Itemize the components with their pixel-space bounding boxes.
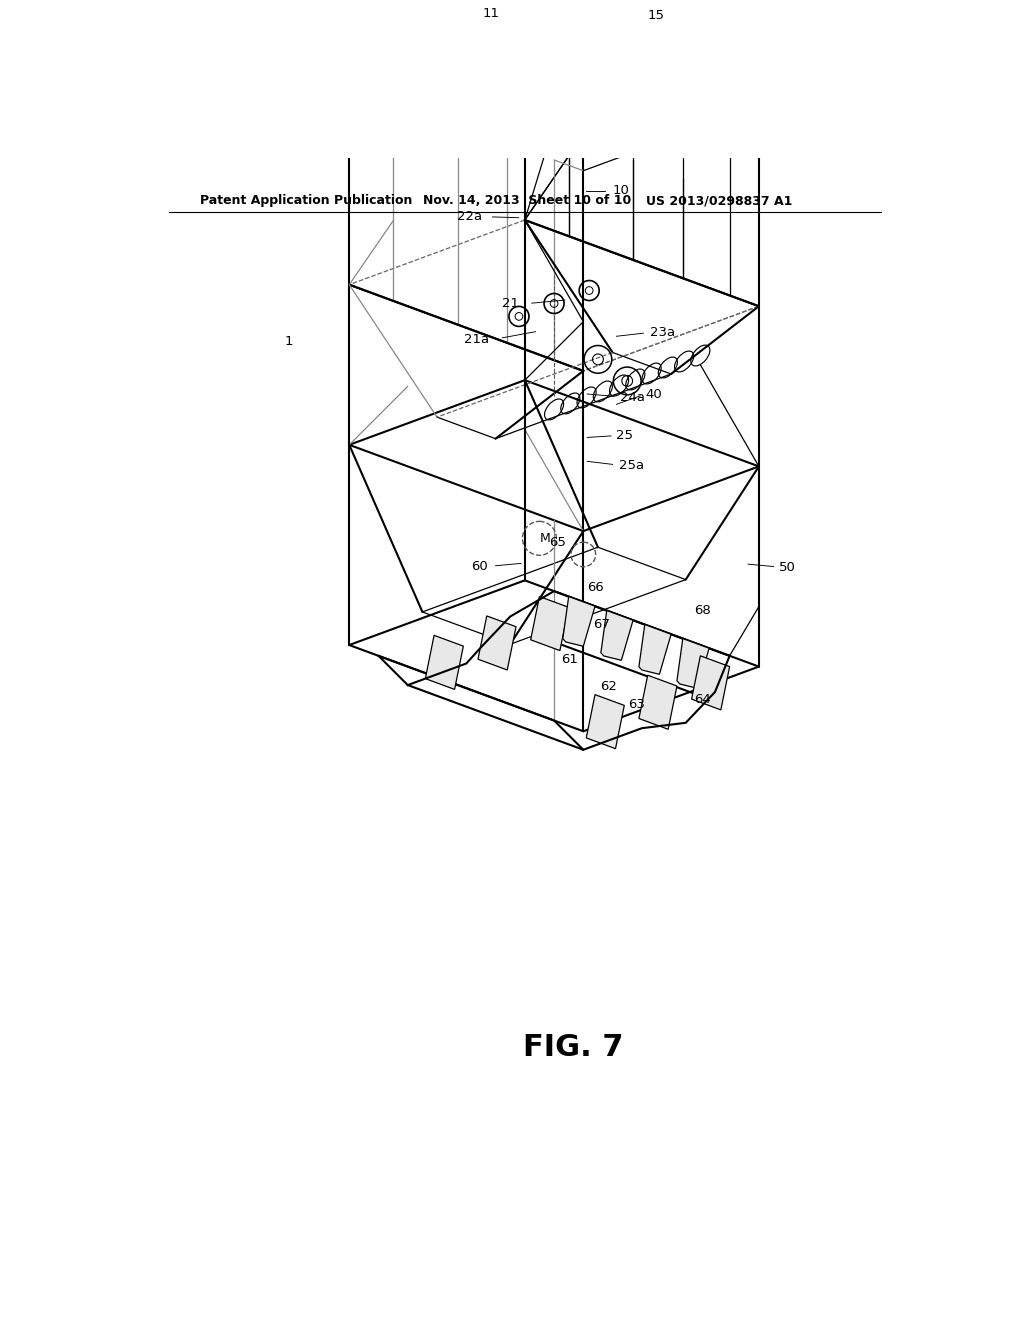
Polygon shape	[691, 656, 730, 710]
Polygon shape	[530, 597, 568, 651]
Text: Nov. 14, 2013  Sheet 10 of 10: Nov. 14, 2013 Sheet 10 of 10	[423, 194, 632, 207]
Text: 24a: 24a	[621, 391, 645, 404]
Text: US 2013/0298837 A1: US 2013/0298837 A1	[646, 194, 793, 207]
Polygon shape	[478, 616, 516, 671]
Text: 65: 65	[549, 536, 565, 549]
Text: 21: 21	[502, 297, 518, 310]
Text: 23a: 23a	[649, 326, 675, 339]
Polygon shape	[639, 624, 671, 675]
Text: 67: 67	[593, 618, 610, 631]
Text: 15: 15	[648, 9, 665, 22]
Text: 11: 11	[482, 7, 500, 20]
Text: 1: 1	[284, 335, 293, 348]
Text: FIG. 7: FIG. 7	[523, 1034, 624, 1063]
Polygon shape	[425, 635, 463, 689]
Text: 50: 50	[779, 561, 796, 574]
Text: 64: 64	[694, 693, 711, 706]
Polygon shape	[639, 676, 677, 729]
Text: 62: 62	[600, 680, 617, 693]
Text: 61: 61	[561, 652, 579, 665]
Text: 25a: 25a	[618, 458, 644, 471]
Text: 68: 68	[694, 605, 711, 616]
Text: 21a: 21a	[464, 333, 489, 346]
Text: 22a: 22a	[458, 210, 482, 223]
Polygon shape	[587, 694, 625, 748]
Text: 25: 25	[615, 429, 633, 442]
Text: 60: 60	[471, 560, 487, 573]
Text: 63: 63	[629, 698, 645, 711]
Text: M: M	[541, 532, 551, 545]
Polygon shape	[563, 597, 595, 647]
Text: Patent Application Publication: Patent Application Publication	[200, 194, 413, 207]
Polygon shape	[677, 639, 710, 688]
Text: 66: 66	[588, 581, 604, 594]
Text: 10: 10	[612, 185, 630, 197]
Polygon shape	[601, 611, 633, 660]
Text: 40: 40	[645, 388, 662, 401]
